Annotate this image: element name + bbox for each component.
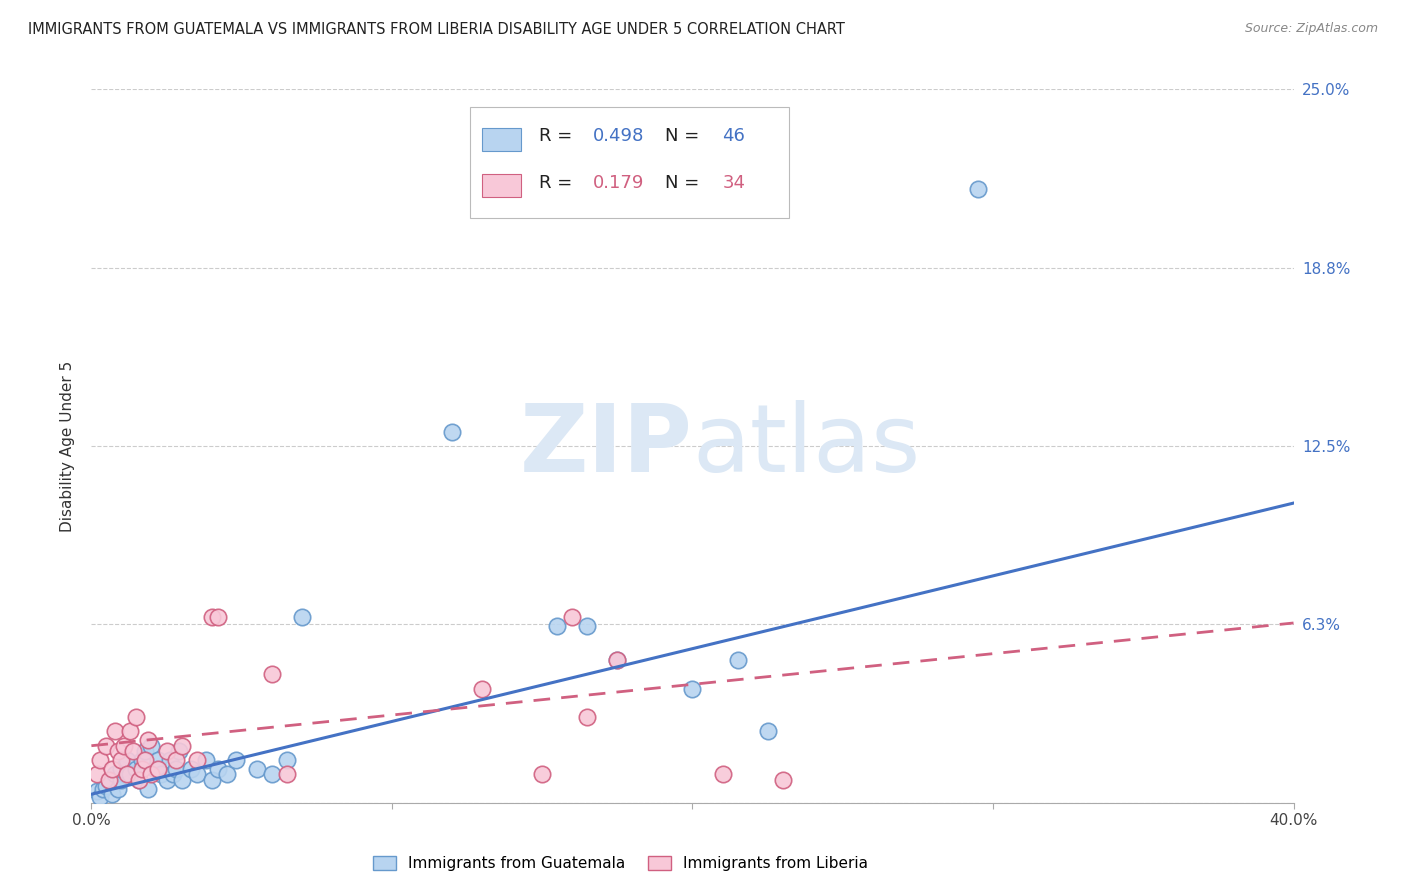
Point: [128, 772, 150, 787]
Point: [125, 762, 148, 776]
Point: [276, 753, 298, 767]
Point: [134, 744, 156, 758]
Point: [772, 772, 794, 787]
Point: [180, 762, 202, 776]
Point: [260, 767, 283, 781]
Text: R =: R =: [538, 128, 578, 145]
Text: atlas: atlas: [692, 400, 921, 492]
Point: [207, 762, 229, 776]
Point: [727, 653, 749, 667]
Point: [110, 753, 132, 767]
Text: N =: N =: [665, 174, 704, 192]
Point: [110, 762, 132, 776]
Point: [86, 767, 108, 781]
Point: [96, 779, 118, 793]
Point: [170, 739, 193, 753]
Point: [606, 653, 628, 667]
Point: [967, 182, 990, 196]
Point: [246, 762, 269, 776]
Point: [165, 762, 187, 776]
Point: [120, 724, 142, 739]
Point: [155, 744, 177, 758]
Text: 34: 34: [723, 174, 745, 192]
Point: [711, 767, 734, 781]
Point: [101, 762, 124, 776]
Point: [260, 667, 283, 681]
Text: IMMIGRANTS FROM GUATEMALA VS IMMIGRANTS FROM LIBERIA DISABILITY AGE UNDER 5 CORR: IMMIGRANTS FROM GUATEMALA VS IMMIGRANTS …: [28, 22, 845, 37]
Point: [134, 753, 156, 767]
FancyBboxPatch shape: [470, 107, 789, 218]
Point: [756, 724, 779, 739]
Text: R =: R =: [538, 174, 578, 192]
Text: ZIP: ZIP: [520, 400, 692, 492]
Point: [131, 762, 153, 776]
Text: Source: ZipAtlas.com: Source: ZipAtlas.com: [1244, 22, 1378, 36]
Point: [165, 753, 187, 767]
Point: [201, 610, 224, 624]
Text: N =: N =: [665, 128, 704, 145]
Point: [215, 767, 238, 781]
Point: [117, 767, 139, 781]
Y-axis label: Disability Age Under 5: Disability Age Under 5: [60, 360, 76, 532]
Point: [86, 784, 108, 798]
Point: [471, 681, 494, 696]
Point: [98, 772, 121, 787]
Point: [110, 772, 132, 787]
Point: [107, 781, 129, 796]
Point: [606, 653, 628, 667]
Point: [138, 733, 160, 747]
Point: [146, 753, 169, 767]
Point: [194, 753, 217, 767]
Point: [276, 767, 298, 781]
Point: [96, 739, 118, 753]
Text: 0.498: 0.498: [593, 128, 644, 145]
Point: [546, 619, 568, 633]
Point: [576, 710, 599, 724]
Point: [122, 744, 145, 758]
Point: [89, 790, 111, 805]
Text: 0.179: 0.179: [593, 174, 644, 192]
Point: [120, 767, 142, 781]
Point: [561, 610, 583, 624]
Point: [128, 772, 150, 787]
Point: [104, 724, 127, 739]
FancyBboxPatch shape: [482, 128, 520, 151]
Point: [143, 762, 166, 776]
Point: [89, 753, 111, 767]
Point: [98, 772, 121, 787]
Point: [141, 739, 163, 753]
Point: [681, 681, 703, 696]
Point: [131, 753, 153, 767]
Point: [125, 710, 148, 724]
Point: [162, 767, 184, 781]
Legend: Immigrants from Guatemala, Immigrants from Liberia: Immigrants from Guatemala, Immigrants fr…: [367, 850, 875, 877]
Point: [159, 753, 181, 767]
Point: [138, 781, 160, 796]
Point: [149, 767, 172, 781]
Point: [201, 772, 224, 787]
Point: [225, 753, 247, 767]
Point: [114, 739, 136, 753]
Point: [170, 772, 193, 787]
Point: [117, 753, 139, 767]
Point: [576, 619, 599, 633]
Point: [107, 744, 129, 758]
Point: [186, 767, 208, 781]
Point: [531, 767, 554, 781]
Point: [93, 781, 115, 796]
Point: [101, 787, 124, 801]
Point: [207, 610, 229, 624]
Text: 46: 46: [723, 128, 745, 145]
Point: [167, 744, 190, 758]
Point: [146, 762, 169, 776]
Point: [155, 772, 177, 787]
Point: [186, 753, 208, 767]
Point: [440, 425, 463, 439]
Point: [291, 610, 314, 624]
FancyBboxPatch shape: [482, 174, 520, 197]
Point: [141, 767, 163, 781]
Point: [104, 767, 127, 781]
